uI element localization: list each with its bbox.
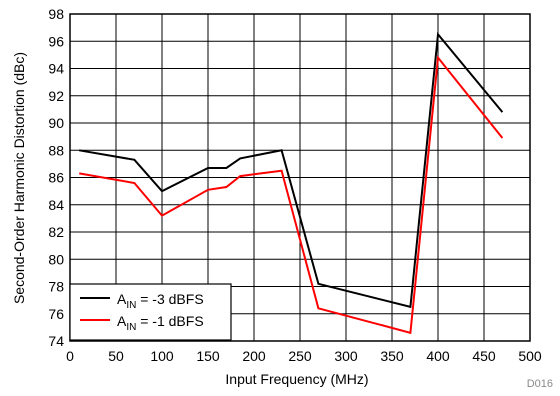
legend-box [69,283,232,341]
y-tick-label: 84 [48,197,64,213]
y-axis-label: Second-Order Harmonic Distortion (dBc) [11,52,27,304]
x-axis-label: Input Frequency (MHz) [225,371,368,387]
plot-frame [69,13,531,342]
y-tick-label: 80 [48,251,64,267]
x-tick-label: 400 [426,348,450,364]
x-tick-label: 500 [518,348,542,364]
y-tick-label: 74 [48,333,64,349]
x-tick-label: 200 [242,348,266,364]
x-tick-labels: 0 50 100 150 200 250 300 350 400 450 500 [66,348,542,364]
y-tick-label: 76 [48,306,64,322]
x-tick-label: 300 [334,348,358,364]
legend-label-ain-3dbfs: AIN = -3 dBFS [117,291,204,311]
legend-label-subscript: IN [126,300,136,311]
figure-id: D016 [527,378,553,390]
x-tick-label: 450 [472,348,496,364]
legend-label-ain-1dbfs: AIN = -1 dBFS [117,313,204,333]
series-line-ain-1dbfs [79,55,504,335]
legend-label-rest: = -3 dBFS [136,291,203,307]
legend: AIN = -3 dBFS AIN = -1 dBFS [69,283,232,341]
series-lines [79,31,504,335]
x-tick-label: 150 [196,348,220,364]
y-tick-label: 96 [48,33,64,49]
x-tick-label: 50 [108,348,124,364]
legend-label-main: A [117,291,127,307]
series-line-ain-3dbfs [79,31,504,309]
x-tick-label: 0 [66,348,74,364]
y-tick-label: 78 [48,279,64,295]
x-tick-label: 100 [150,348,174,364]
x-tick-label: 350 [380,348,404,364]
legend-label-rest: = -1 dBFS [136,313,203,329]
y-tick-label: 90 [48,115,64,131]
legend-label-subscript: IN [126,322,136,333]
legend-label-main: A [117,313,127,329]
y-tick-label: 82 [48,224,64,240]
y-tick-label: 86 [48,170,64,186]
y-tick-label: 94 [48,61,64,77]
x-tick-label: 250 [288,348,312,364]
y-tick-label: 88 [48,142,64,158]
y-tick-label: 98 [48,6,64,22]
y-tick-label: 92 [48,88,64,104]
y-tick-labels: 74 76 78 80 82 84 86 88 90 92 94 96 98 [48,6,64,349]
